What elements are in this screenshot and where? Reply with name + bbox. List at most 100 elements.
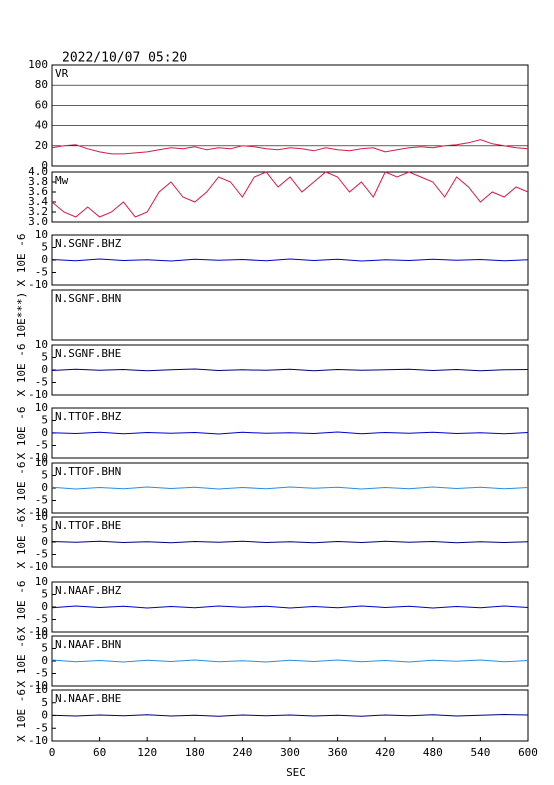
panel-label: N.TTOF.BHE — [55, 519, 121, 532]
y-tick-label: 100 — [28, 58, 48, 71]
y-tick-label: -10 — [28, 560, 48, 573]
y-tick-label: 5 — [41, 642, 48, 655]
y-tick-label: 10 — [35, 338, 48, 351]
y-tick-label: 0 — [41, 709, 48, 722]
x-tick-label: 180 — [185, 746, 205, 759]
y-tick-label: -10 — [28, 388, 48, 401]
y-tick-label: -5 — [35, 266, 48, 279]
x-tick-label: 420 — [375, 746, 395, 759]
y-axis-label: 10E***) — [15, 292, 28, 338]
y-tick-label: 5 — [41, 523, 48, 536]
data-line — [51, 486, 529, 490]
x-tick-label: 300 — [280, 746, 300, 759]
panel-label: N.NAAF.BHE — [55, 692, 121, 705]
y-tick-label: -10 — [28, 451, 48, 464]
y-tick-label: -10 — [28, 734, 48, 747]
y-tick-label: -5 — [35, 548, 48, 561]
data-line — [51, 368, 529, 372]
chart-title: 2022/10/07 05:20 — [62, 51, 187, 66]
y-tick-label: 3.4 — [28, 195, 48, 208]
y-tick-label: 3.2 — [28, 205, 48, 218]
data-line — [51, 171, 529, 218]
y-tick-label: 10 — [35, 510, 48, 523]
data-line — [51, 431, 529, 435]
data-line — [51, 713, 529, 717]
y-axis-label: X 10E -6 — [15, 635, 28, 688]
y-axis-label: X 10E -6 — [15, 516, 28, 569]
y-tick-label: 4.0 — [28, 165, 48, 178]
data-line — [51, 659, 529, 663]
y-tick-label: 10 — [35, 401, 48, 414]
y-tick-label: -10 — [28, 506, 48, 519]
y-axis-label: X 10E -6 — [15, 581, 28, 634]
y-tick-label: 10 — [35, 228, 48, 241]
panel-label: N.SGNF.BHZ — [55, 237, 122, 250]
y-tick-label: 0 — [41, 600, 48, 613]
y-tick-label: -5 — [35, 494, 48, 507]
y-tick-label: 80 — [35, 78, 48, 91]
y-tick-label: -5 — [35, 613, 48, 626]
panel-label: N.TTOF.BHN — [55, 465, 121, 478]
panel-label: N.TTOF.BHZ — [55, 410, 122, 423]
y-tick-label: 0 — [41, 654, 48, 667]
data-line — [51, 540, 529, 544]
y-axis-label: X 10E -6 — [15, 407, 28, 460]
y-tick-label: 0 — [41, 159, 48, 172]
panel-label: VR — [55, 67, 69, 80]
y-tick-label: 3.0 — [28, 215, 48, 228]
panel-frame — [51, 171, 529, 223]
data-line — [51, 139, 529, 155]
y-tick-label: 5 — [41, 588, 48, 601]
y-tick-label: 0 — [41, 426, 48, 439]
x-tick-label: 480 — [423, 746, 443, 759]
y-tick-label: 10 — [35, 456, 48, 469]
panel-label: N.SGNF.BHE — [55, 347, 121, 360]
y-tick-label: 3.8 — [28, 175, 48, 188]
y-tick-label: 0 — [41, 363, 48, 376]
x-tick-label: 120 — [137, 746, 157, 759]
data-line — [51, 258, 529, 262]
panel-label: N.NAAF.BHN — [55, 638, 121, 651]
y-tick-label: 5 — [41, 696, 48, 709]
y-tick-label: -10 — [28, 278, 48, 291]
y-tick-label: 0 — [41, 535, 48, 548]
panel-label: Mw — [55, 174, 69, 187]
panel-label: N.NAAF.BHZ — [55, 584, 122, 597]
y-tick-label: -5 — [35, 667, 48, 680]
x-axis-label: SEC — [286, 766, 306, 779]
data-line — [51, 605, 529, 609]
y-tick-label: 5 — [41, 351, 48, 364]
x-tick-label: 0 — [49, 746, 56, 759]
x-tick-label: 600 — [518, 746, 538, 759]
y-tick-label: 0 — [41, 253, 48, 266]
y-tick-label: -10 — [28, 625, 48, 638]
panel-frame — [51, 64, 529, 167]
y-tick-label: 3.6 — [28, 185, 48, 198]
y-tick-label: 5 — [41, 469, 48, 482]
y-tick-label: -5 — [35, 721, 48, 734]
x-tick-label: 60 — [93, 746, 106, 759]
x-tick-label: 360 — [328, 746, 348, 759]
y-tick-label: 40 — [35, 119, 48, 132]
y-axis-label: X 10E -6 — [15, 344, 28, 397]
y-tick-label: 10 — [35, 575, 48, 588]
y-axis-label: X 10E -6 — [15, 234, 28, 287]
y-tick-label: 20 — [35, 139, 48, 152]
y-tick-label: 5 — [41, 414, 48, 427]
y-tick-label: 5 — [41, 241, 48, 254]
y-axis-label: X 10E -6 — [15, 462, 28, 515]
y-tick-label: 10 — [35, 629, 48, 642]
x-tick-label: 240 — [232, 746, 252, 759]
y-tick-label: 0 — [41, 481, 48, 494]
y-tick-label: 60 — [35, 98, 48, 111]
y-tick-label: 10 — [35, 683, 48, 696]
y-tick-label: -10 — [28, 679, 48, 692]
y-tick-label: -5 — [35, 376, 48, 389]
x-tick-label: 540 — [470, 746, 490, 759]
y-axis-label: X 10E -6 — [15, 689, 28, 742]
panel-label: N.SGNF.BHN — [55, 292, 121, 305]
y-tick-label: -5 — [35, 439, 48, 452]
panel-frame — [51, 289, 529, 341]
